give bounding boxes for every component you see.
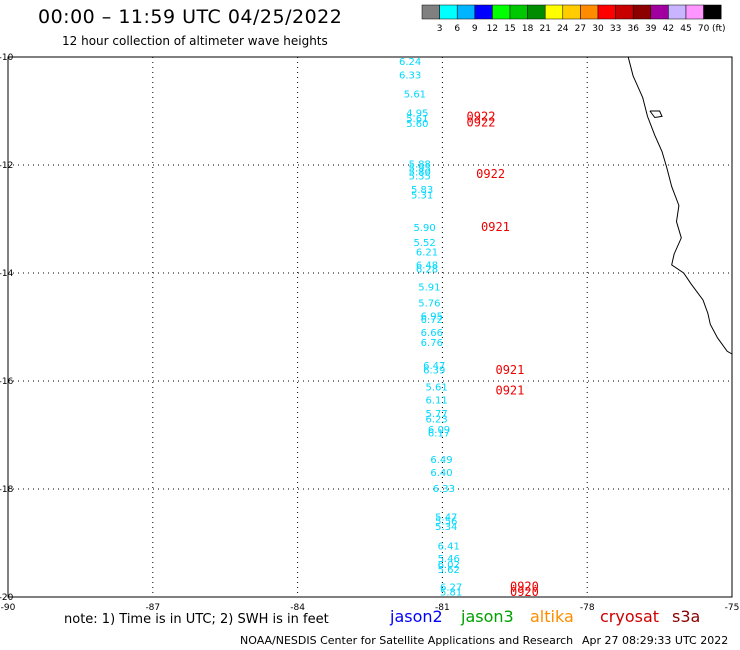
coastline [627,56,733,355]
swh-label: 5.88 [409,160,431,171]
swh-label: 5.77 [426,409,448,420]
lon-tick-label: -78 [580,603,595,613]
swh-label: 5.62 [438,565,460,576]
time-label: 0922 [476,167,505,181]
swh-label: 5.83 [411,185,433,196]
lat-tick-label: -10 [0,53,14,63]
lat-tick-label: -18 [0,485,14,495]
swh-label: 4.95 [406,108,428,119]
swh-label: 6.23 [426,415,448,426]
swh-label: 5.46 [438,554,460,565]
time-label: 0920 [510,585,539,599]
swh-label: 6.11 [426,396,448,407]
legend-tick-label: 15 [504,24,515,34]
legend-tick-label: 42 [663,24,674,34]
legend-tick-label: 6 [454,24,460,34]
legend-tick-label: 24 [557,24,569,34]
legend-tick-label: 21 [539,24,550,34]
legend-tick-label: 18 [522,24,534,34]
swh-label: 6.72 [421,315,443,326]
legend-tick-label: 3 [437,24,443,34]
swh-label: 5.61 [404,90,426,101]
satellite-cryosat: cryosat [600,607,660,626]
swh-label: 6.09 [428,425,450,436]
swh-label: 5.60 [406,119,428,130]
legend-unit: (ft) [712,24,726,34]
lon-tick-label: -90 [1,603,16,613]
satellite-s3a: s3a [672,607,701,626]
legend-tick-label: 70 [698,24,710,34]
swh-label: 6.17 [428,429,450,440]
time-label: 0920 [510,580,539,594]
swh-label: 5.80 [409,167,431,178]
swh-label: 6.28 [416,264,438,275]
legend-tick-label: 12 [487,24,498,34]
swh-label: 6.76 [421,338,443,349]
swh-label: 5.56 [435,517,457,528]
swh-label: 6.41 [438,541,460,552]
swh-label: 6.33 [433,484,455,495]
time-label: 0921 [495,384,524,398]
swh-label: 6.48 [416,261,438,272]
lat-tick-label: -12 [0,161,13,171]
time-label: 0922 [467,110,496,124]
swh-label: 5.91 [418,282,440,293]
page-subtitle: 12 hour collection of altimeter wave hei… [62,34,328,48]
swh-label: 6.49 [430,455,452,466]
lat-tick-label: -14 [0,269,14,279]
map-frame [7,56,733,598]
swh-label: 5.31 [411,190,433,201]
swh-label: 5.52 [413,238,435,249]
swh-label: 6.47 [423,361,445,372]
swh-label: 6.40 [430,468,452,479]
swh-label: 6.02 [438,560,460,571]
legend-tick-label: 9 [472,24,478,34]
swh-label: 5.81 [440,587,462,598]
swh-label: 5.95 [409,163,431,174]
swh-label: 5.47 [435,512,457,523]
legend-tick-label: 39 [645,24,657,34]
lat-tick-label: -16 [0,377,14,387]
swh-label: 6.33 [399,71,421,82]
legend-tick-label: 45 [680,24,691,34]
swh-label: 6.27 [440,583,462,594]
legend-tick-label: 36 [627,24,639,34]
satellite-altika: altika [530,607,574,626]
legend-tick-label: 33 [610,24,621,34]
lat-tick-label: -20 [0,593,14,603]
swh-label: 5.35 [409,172,431,183]
legend-tick-label: 30 [592,24,604,34]
swh-label: 6.66 [421,328,443,339]
swh-label: 5.61 [426,383,448,394]
swh-label: 5.76 [418,298,440,309]
island-outline [649,110,663,119]
swh-label: 6.21 [416,248,438,259]
swh-label: 6.39 [423,365,445,376]
time-label: 0921 [495,363,524,377]
lon-tick-label: -87 [145,603,160,613]
footer-note: note: 1) Time is in UTC; 2) SWH is in fe… [64,612,329,627]
satellite-jason2: jason2 [390,607,443,626]
lon-tick-label: -75 [725,603,740,613]
footer-date: Apr 27 08:29:33 UTC 2022 [582,634,729,647]
swh-label: 5.90 [413,223,435,234]
legend-swatch [703,4,722,20]
time-label: 0921 [481,220,510,234]
lon-tick-label: -81 [435,603,450,613]
swh-label: 5.34 [435,522,457,533]
time-label: 0922 [467,116,496,130]
satellite-jason3: jason3 [461,607,514,626]
legend-tick-label: 27 [575,24,586,34]
footer-credit: NOAA/NESDIS Center for Satellite Applica… [240,634,574,647]
swh-label: 6.95 [421,311,443,322]
page-title: 00:00 – 11:59 UTC 04/25/2022 [38,6,343,28]
swh-label: 5.61 [406,114,428,125]
swh-label: 6.24 [399,57,421,68]
color-scale-legend: 3 6 9 12 15 18 21 24 27 30 33 36 39 42 45 70 (ft) [421,4,726,34]
lon-tick-label: -84 [290,603,305,613]
